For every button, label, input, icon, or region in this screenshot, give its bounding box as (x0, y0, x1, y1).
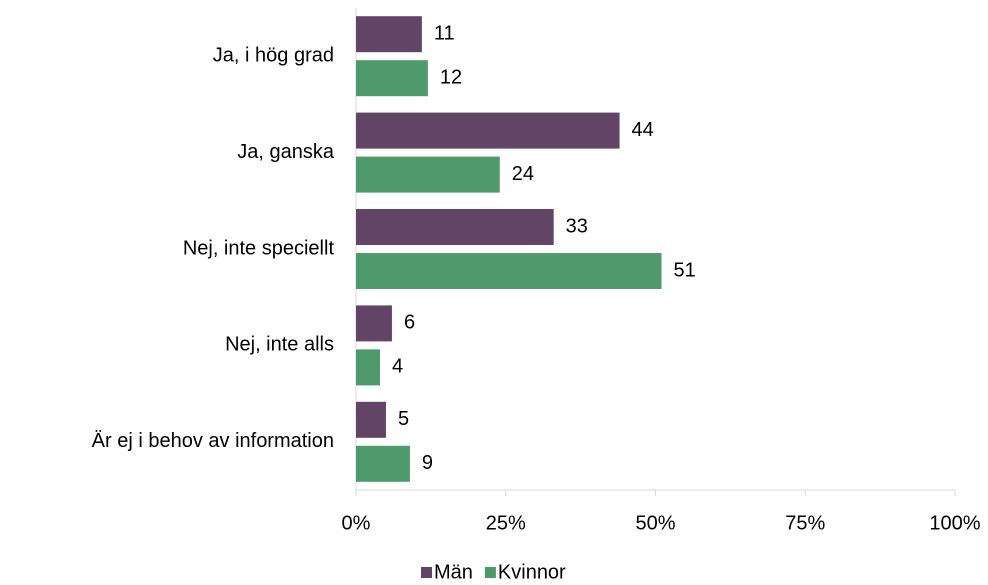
bar (356, 253, 662, 289)
data-label: 24 (512, 163, 534, 185)
category-label: Ja, ganska (237, 141, 335, 163)
category-label: Ja, i hög grad (213, 44, 334, 66)
bar (356, 156, 500, 193)
x-tick-label: 25% (486, 512, 526, 534)
data-label: 6 (404, 312, 415, 334)
data-label: 4 (392, 356, 403, 378)
data-label: 12 (440, 66, 462, 88)
data-label: 5 (398, 408, 409, 430)
category-label: Är ej i behov av information (92, 430, 334, 452)
bar (356, 401, 386, 438)
x-tick-label: 50% (635, 512, 675, 534)
data-label: 11 (434, 22, 455, 44)
data-label: 9 (422, 452, 433, 474)
legend-swatch (484, 567, 496, 578)
x-tick-label: 0% (342, 512, 371, 534)
legend-label: Kvinnor (498, 561, 566, 583)
bar (356, 305, 392, 342)
bar (356, 16, 422, 53)
x-tick-label: 100% (929, 512, 980, 534)
bar (356, 349, 380, 386)
bar (356, 445, 410, 482)
category-label: Nej, inte speciellt (183, 237, 335, 259)
bar (356, 112, 620, 149)
legend-label: Män (434, 561, 473, 583)
x-tick-label: 75% (785, 512, 825, 534)
legend-swatch (421, 567, 432, 578)
data-label: 44 (632, 119, 654, 141)
bar (356, 209, 554, 245)
data-label: 33 (566, 215, 588, 237)
category-label: Nej, inte alls (225, 334, 334, 356)
bar (356, 60, 428, 97)
data-label: 51 (673, 259, 695, 281)
